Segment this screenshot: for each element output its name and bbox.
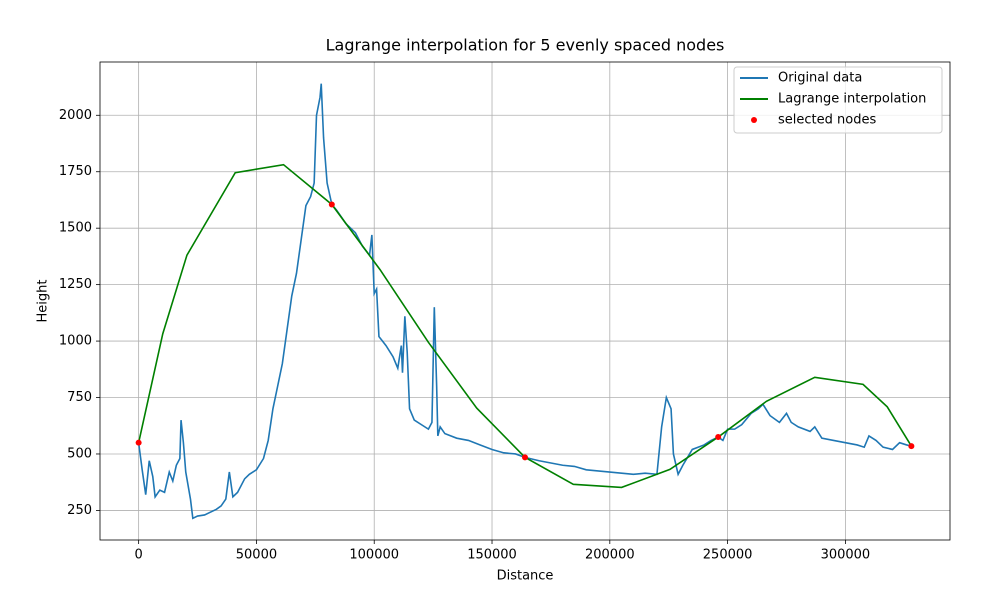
data-point: [135, 439, 142, 446]
x-tick-label: 300000: [821, 548, 871, 563]
y-tick-label: 250: [67, 503, 92, 518]
data-point: [328, 201, 335, 208]
x-tick-label: 150000: [467, 548, 517, 563]
chart-title: Lagrange interpolation for 5 evenly spac…: [326, 36, 725, 55]
legend: Original data Lagrange interpolation selec…: [733, 66, 943, 134]
x-tick-label: 100000: [349, 548, 399, 563]
legend-label: Original data: [778, 71, 862, 86]
x-tick-label: 200000: [585, 548, 635, 563]
data-point: [715, 434, 722, 441]
y-tick-label: 1500: [59, 221, 92, 236]
y-tick-label: 2000: [59, 108, 92, 123]
legend-label: Lagrange interpolation: [778, 92, 926, 107]
data-line: [137, 83, 912, 520]
legend-label: selected nodes: [778, 113, 876, 128]
data-point: [522, 454, 528, 461]
y-tick-label: 1750: [59, 164, 92, 179]
y-tick-label: 1000: [59, 334, 92, 349]
y-tick-label: 500: [67, 446, 92, 461]
y-tick-label: 1250: [59, 277, 92, 292]
y-axis-label: Height: [36, 280, 51, 323]
plot-frame: [99, 61, 951, 541]
x-tick-label: 0: [134, 548, 142, 563]
y-tick-label: 750: [67, 390, 92, 405]
x-axis-label: Distance: [497, 569, 554, 584]
x-tick-label: 250000: [703, 548, 753, 563]
legend-box: [733, 66, 943, 134]
legend-marker: [751, 117, 757, 123]
data-point: [908, 443, 915, 450]
x-tick-label: 50000: [236, 548, 277, 563]
